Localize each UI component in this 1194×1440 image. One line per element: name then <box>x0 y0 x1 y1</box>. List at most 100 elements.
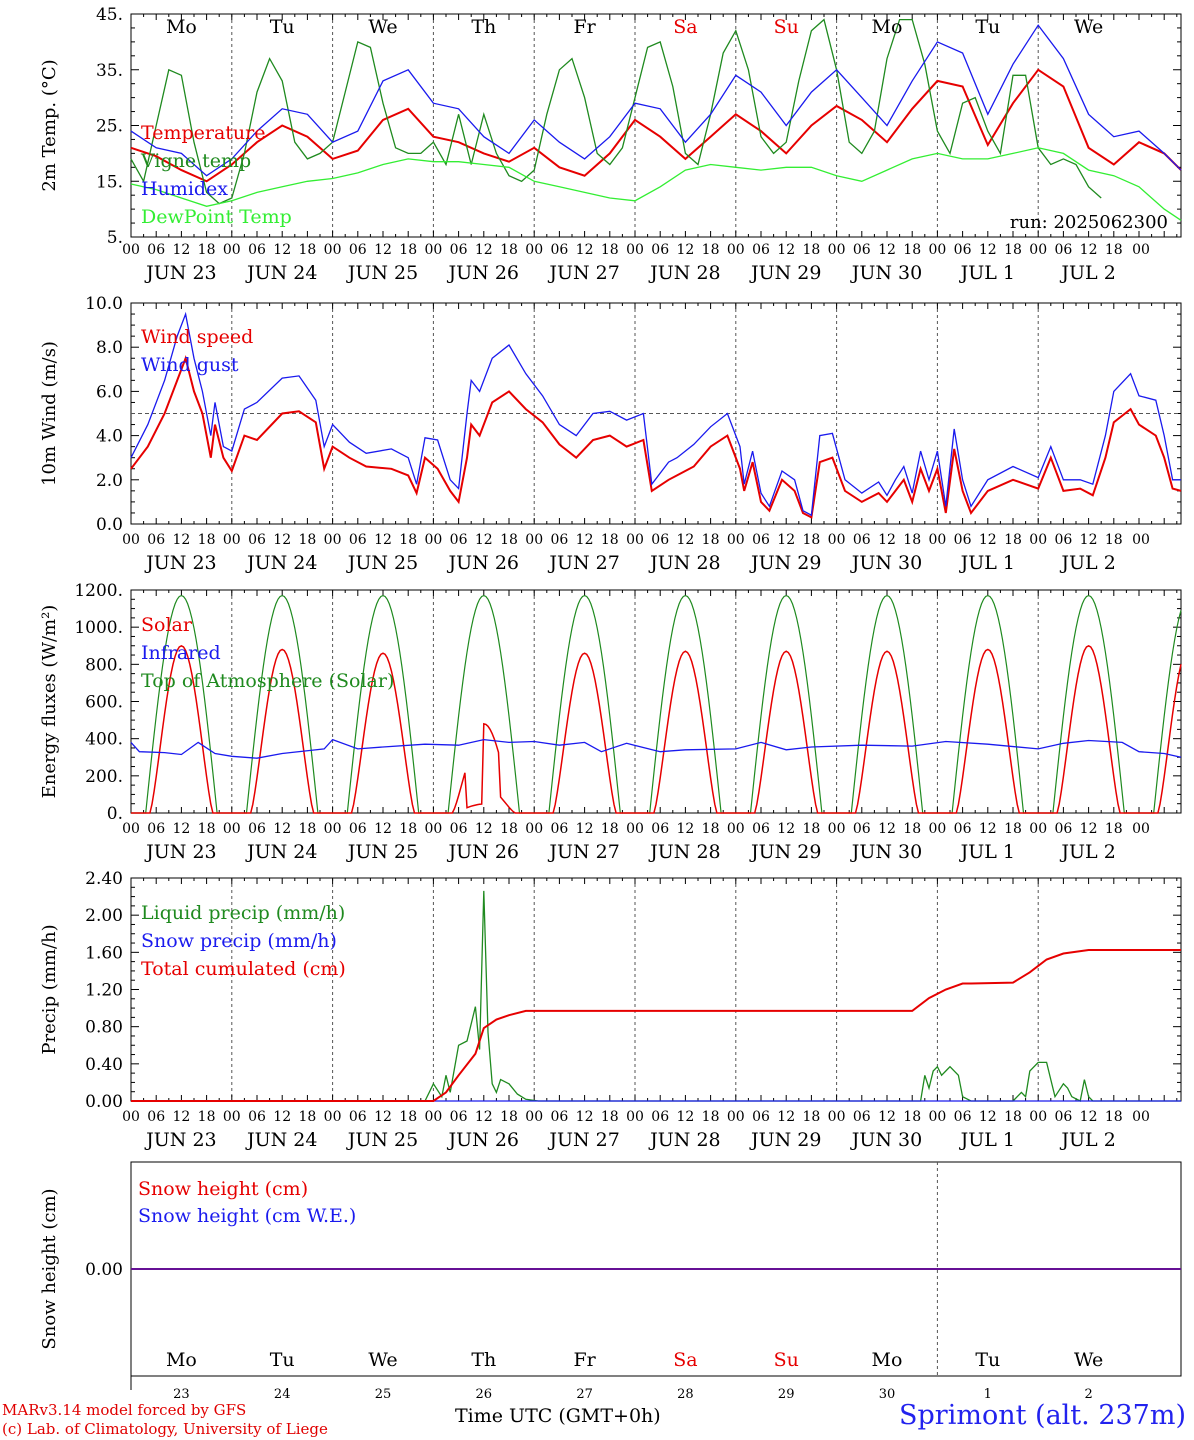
date-label: JUL 2 <box>1059 262 1115 284</box>
hour-tick-label: 06 <box>550 532 568 548</box>
day-number-label: 29 <box>778 1387 795 1402</box>
date-label: JUN 30 <box>850 552 922 574</box>
hour-tick-label: 00 <box>727 1109 745 1125</box>
hour-tick-label: 00 <box>223 532 241 548</box>
hour-tick-label: 00 <box>1132 242 1150 258</box>
credit-line-2: (c) Lab. of Climatology, University of L… <box>2 1420 328 1438</box>
hour-tick-label: 06 <box>1054 242 1072 258</box>
weekday-label: Mo <box>166 16 197 38</box>
hour-tick-label: 12 <box>576 821 594 837</box>
hour-tick-label: 00 <box>828 242 846 258</box>
hour-tick-label: 06 <box>450 821 468 837</box>
snow-weekday-label: Sa <box>673 1349 697 1371</box>
hour-tick-label: 18 <box>802 242 820 258</box>
legend-snow-height-cm-: Snow height (cm) <box>138 1178 308 1200</box>
panel-energy <box>130 589 1182 814</box>
temp-y-tick-label: 5. <box>107 228 123 248</box>
hour-tick-label: 18 <box>1105 242 1123 258</box>
hour-tick-label: 18 <box>298 532 316 548</box>
hour-tick-label: 00 <box>223 821 241 837</box>
date-label: JUN 27 <box>547 552 619 574</box>
hour-tick-label: 18 <box>198 242 216 258</box>
hour-tick-label: 00 <box>626 242 644 258</box>
hour-tick-label: 12 <box>676 821 694 837</box>
hour-tick-label: 06 <box>450 242 468 258</box>
date-label: JUN 25 <box>346 262 418 284</box>
hour-tick-label: 12 <box>374 532 392 548</box>
snow-weekday-label: Mo <box>872 1349 903 1371</box>
hour-tick-label: 06 <box>349 242 367 258</box>
snow-weekday-label: Mo <box>166 1349 197 1371</box>
liquid-precip-mm-h-line <box>131 890 1181 1102</box>
hour-tick-label: 18 <box>903 242 921 258</box>
hour-tick-label: 18 <box>1004 242 1022 258</box>
hour-tick-label: 00 <box>1132 1109 1150 1125</box>
hour-tick-label: 00 <box>1132 821 1150 837</box>
hour-tick-label: 00 <box>828 821 846 837</box>
hour-tick-label: 18 <box>702 1109 720 1125</box>
hour-tick-label: 12 <box>1080 242 1098 258</box>
hour-tick-label: 18 <box>399 242 417 258</box>
date-label: JUN 27 <box>547 841 619 863</box>
date-label: JUL 1 <box>959 552 1015 574</box>
temp-y-tick-label: 25. <box>96 117 123 137</box>
day-number-label: 25 <box>375 1387 392 1402</box>
hour-tick-label: 12 <box>475 821 493 837</box>
weekday-label: Tu <box>975 16 1000 38</box>
hour-tick-label: 06 <box>651 821 669 837</box>
hour-tick-label: 18 <box>198 1109 216 1125</box>
hour-tick-label: 00 <box>1029 821 1047 837</box>
hour-tick-label: 00 <box>928 1109 946 1125</box>
hour-tick-label: 12 <box>878 1109 896 1125</box>
date-label: JUN 28 <box>648 262 720 284</box>
date-label: JUN 28 <box>648 1129 720 1151</box>
hour-tick-label: 18 <box>399 1109 417 1125</box>
hour-tick-label: 00 <box>727 242 745 258</box>
hour-tick-label: 12 <box>1080 821 1098 837</box>
hour-tick-label: 18 <box>1105 821 1123 837</box>
weekday-label: Tu <box>270 16 295 38</box>
hour-tick-label: 18 <box>1105 1109 1123 1125</box>
hour-tick-label: 18 <box>298 242 316 258</box>
hour-tick-label: 12 <box>172 821 190 837</box>
hour-tick-label: 18 <box>198 532 216 548</box>
hour-tick-label: 18 <box>903 821 921 837</box>
hour-tick-label: 18 <box>500 532 518 548</box>
date-label: JUN 30 <box>850 1129 922 1151</box>
dewpoint-temp-line <box>130 147 1182 221</box>
hour-tick-label: 00 <box>626 532 644 548</box>
hour-tick-label: 06 <box>853 242 871 258</box>
date-label: JUN 24 <box>245 262 317 284</box>
hour-tick-label: 18 <box>298 1109 316 1125</box>
hour-tick-label: 12 <box>172 532 190 548</box>
hour-tick-label: 00 <box>424 821 442 837</box>
hour-tick-label: 12 <box>576 1109 594 1125</box>
hour-tick-label: 12 <box>172 242 190 258</box>
hour-tick-label: 18 <box>802 821 820 837</box>
energy-y-tick-label: 200. <box>85 767 123 787</box>
day-number-label: 30 <box>879 1387 896 1402</box>
date-label: JUN 26 <box>447 552 519 574</box>
snow-y-axis-label: Snow height (cm) <box>39 1188 60 1349</box>
station-name: Sprimont (alt. 237m) <box>899 1400 1186 1431</box>
hour-tick-label: 12 <box>374 821 392 837</box>
hour-tick-label: 12 <box>475 1109 493 1125</box>
weekday-label: We <box>368 16 397 38</box>
temp-y-tick-label: 45. <box>96 5 123 25</box>
panel-wind <box>130 302 1182 525</box>
hour-tick-label: 06 <box>1054 532 1072 548</box>
hour-tick-label: 06 <box>550 1109 568 1125</box>
date-label: JUN 29 <box>749 1129 821 1151</box>
hour-tick-label: 06 <box>651 242 669 258</box>
hour-tick-label: 12 <box>878 821 896 837</box>
hour-tick-label: 12 <box>273 821 291 837</box>
hour-tick-label: 06 <box>954 242 972 258</box>
wind-y-tick-label: 2.0 <box>96 471 123 491</box>
hour-tick-label: 12 <box>475 532 493 548</box>
date-label: JUN 23 <box>144 262 216 284</box>
hour-tick-label: 12 <box>1080 532 1098 548</box>
wind-y-tick-label: 0.0 <box>96 515 123 535</box>
date-label: JUL 2 <box>1059 841 1115 863</box>
date-label: JUN 25 <box>346 841 418 863</box>
hour-tick-label: 06 <box>248 1109 266 1125</box>
